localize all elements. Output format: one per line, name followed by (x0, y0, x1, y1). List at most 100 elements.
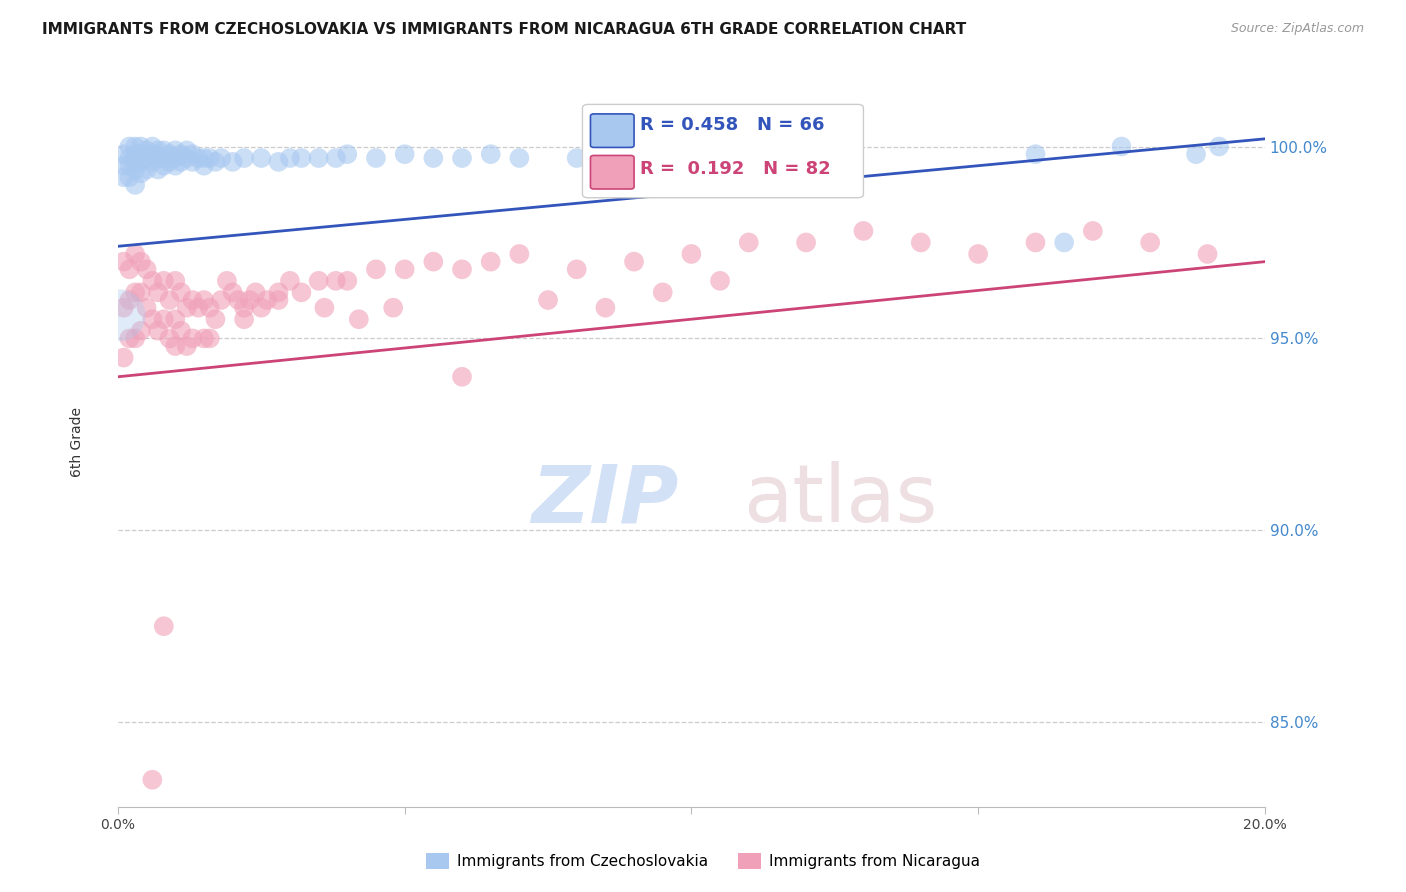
Immigrants from Nicaragua (256, 293, 278, 307)
Immigrants from Czechoslovakia (124, 139, 146, 153)
Immigrants from Nicaragua (153, 619, 176, 633)
Immigrants from Czechoslovakia (124, 147, 146, 161)
Immigrants from Nicaragua (198, 331, 221, 345)
Immigrants from Nicaragua (198, 301, 221, 315)
Immigrants from Czechoslovakia (124, 154, 146, 169)
Immigrants from Nicaragua (565, 262, 588, 277)
Immigrants from Czechoslovakia (187, 151, 209, 165)
Immigrants from Czechoslovakia (198, 151, 221, 165)
Immigrants from Nicaragua (364, 262, 387, 277)
Text: Source: ZipAtlas.com: Source: ZipAtlas.com (1230, 22, 1364, 36)
Immigrants from Czechoslovakia (153, 144, 176, 158)
Immigrants from Czechoslovakia (124, 178, 146, 192)
Immigrants from Nicaragua (181, 331, 204, 345)
Immigrants from Czechoslovakia (394, 147, 416, 161)
Immigrants from Nicaragua (204, 312, 226, 326)
Immigrants from Nicaragua (325, 274, 347, 288)
Immigrants from Nicaragua (141, 772, 163, 787)
Immigrants from Nicaragua (910, 235, 932, 250)
Point (108, 309, 131, 323)
Immigrants from Czechoslovakia (170, 154, 193, 169)
Immigrants from Nicaragua (347, 312, 370, 326)
Immigrants from Nicaragua (623, 254, 645, 268)
Immigrants from Nicaragua (794, 235, 817, 250)
Immigrants from Czechoslovakia (565, 151, 588, 165)
Immigrants from Nicaragua (221, 285, 243, 300)
Immigrants from Czechoslovakia (129, 147, 152, 161)
Immigrants from Czechoslovakia (233, 151, 256, 165)
Immigrants from Nicaragua (508, 247, 530, 261)
Immigrants from Nicaragua (112, 351, 135, 365)
Immigrants from Czechoslovakia (336, 147, 359, 161)
Immigrants from Czechoslovakia (181, 154, 204, 169)
Immigrants from Nicaragua (709, 274, 731, 288)
Immigrants from Nicaragua (112, 254, 135, 268)
Immigrants from Nicaragua (118, 331, 141, 345)
Immigrants from Nicaragua (170, 324, 193, 338)
Immigrants from Nicaragua (215, 274, 238, 288)
Immigrants from Czechoslovakia (176, 144, 198, 158)
Immigrants from Czechoslovakia (129, 166, 152, 180)
Immigrants from Czechoslovakia (141, 147, 163, 161)
Text: IMMIGRANTS FROM CZECHOSLOVAKIA VS IMMIGRANTS FROM NICARAGUA 6TH GRADE CORRELATIO: IMMIGRANTS FROM CZECHOSLOVAKIA VS IMMIGR… (42, 22, 966, 37)
Immigrants from Nicaragua (124, 247, 146, 261)
Immigrants from Nicaragua (451, 369, 474, 384)
Immigrants from Nicaragua (193, 331, 215, 345)
Immigrants from Czechoslovakia (1053, 235, 1076, 250)
Immigrants from Czechoslovakia (176, 151, 198, 165)
Immigrants from Czechoslovakia (209, 151, 232, 165)
FancyBboxPatch shape (591, 155, 634, 189)
Immigrants from Czechoslovakia (181, 147, 204, 161)
Immigrants from Czechoslovakia (124, 162, 146, 177)
Immigrants from Nicaragua (382, 301, 405, 315)
Immigrants from Czechoslovakia (112, 147, 135, 161)
Immigrants from Nicaragua (1197, 247, 1219, 261)
Immigrants from Nicaragua (176, 301, 198, 315)
FancyBboxPatch shape (582, 104, 863, 198)
FancyBboxPatch shape (591, 114, 634, 147)
Immigrants from Czechoslovakia (250, 151, 273, 165)
Immigrants from Nicaragua (124, 285, 146, 300)
Immigrants from Nicaragua (267, 293, 290, 307)
Immigrants from Nicaragua (165, 274, 187, 288)
Immigrants from Nicaragua (129, 324, 152, 338)
Y-axis label: 6th Grade: 6th Grade (69, 407, 83, 477)
Immigrants from Czechoslovakia (118, 170, 141, 185)
Immigrants from Czechoslovakia (153, 159, 176, 173)
Immigrants from Czechoslovakia (193, 151, 215, 165)
Immigrants from Czechoslovakia (135, 151, 157, 165)
Immigrants from Czechoslovakia (118, 139, 141, 153)
Immigrants from Nicaragua (209, 293, 232, 307)
Immigrants from Czechoslovakia (165, 144, 187, 158)
Immigrants from Czechoslovakia (129, 154, 152, 169)
Immigrants from Czechoslovakia (118, 151, 141, 165)
Immigrants from Nicaragua (233, 312, 256, 326)
Immigrants from Nicaragua (278, 274, 301, 288)
Immigrants from Nicaragua (233, 301, 256, 315)
Immigrants from Nicaragua (1024, 235, 1046, 250)
Immigrants from Czechoslovakia (221, 154, 243, 169)
Immigrants from Nicaragua (651, 285, 673, 300)
Immigrants from Czechoslovakia (204, 154, 226, 169)
Immigrants from Czechoslovakia (159, 147, 181, 161)
Immigrants from Nicaragua (1139, 235, 1161, 250)
Immigrants from Nicaragua (159, 293, 181, 307)
Immigrants from Czechoslovakia (165, 151, 187, 165)
Immigrants from Nicaragua (394, 262, 416, 277)
Immigrants from Nicaragua (228, 293, 250, 307)
Immigrants from Czechoslovakia (135, 144, 157, 158)
Immigrants from Nicaragua (181, 293, 204, 307)
Immigrants from Nicaragua (451, 262, 474, 277)
Immigrants from Czechoslovakia (1185, 147, 1208, 161)
Immigrants from Czechoslovakia (325, 151, 347, 165)
Immigrants from Nicaragua (153, 274, 176, 288)
Immigrants from Nicaragua (118, 262, 141, 277)
Text: R =  0.192   N = 82: R = 0.192 N = 82 (640, 160, 831, 178)
Immigrants from Nicaragua (595, 301, 617, 315)
Immigrants from Czechoslovakia (170, 147, 193, 161)
Immigrants from Czechoslovakia (290, 151, 312, 165)
Immigrants from Czechoslovakia (278, 151, 301, 165)
Immigrants from Czechoslovakia (1111, 139, 1133, 153)
Immigrants from Nicaragua (146, 324, 169, 338)
Immigrants from Nicaragua (267, 285, 290, 300)
